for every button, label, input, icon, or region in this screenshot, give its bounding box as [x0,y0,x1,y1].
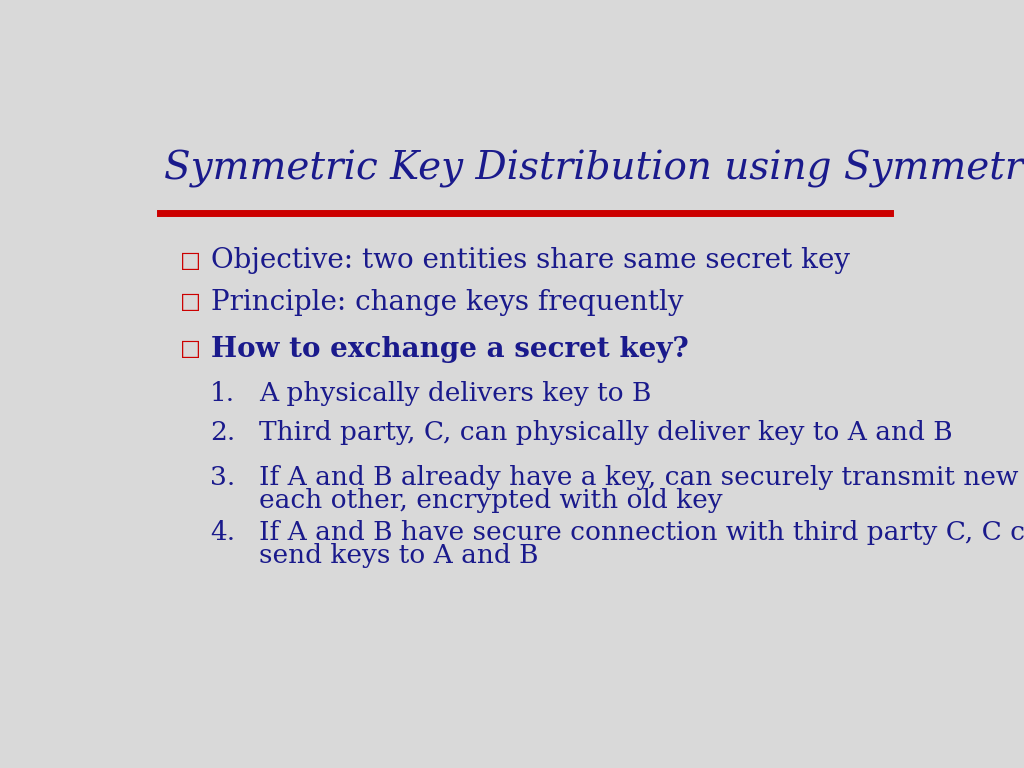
Text: □: □ [179,292,201,312]
Text: A physically delivers key to B: A physically delivers key to B [259,381,651,406]
Text: □: □ [179,339,201,359]
Text: How to exchange a secret key?: How to exchange a secret key? [211,336,689,363]
Text: each other, encrypted with old key: each other, encrypted with old key [259,488,723,513]
Text: □: □ [179,250,201,270]
Text: If A and B already have a key, can securely transmit new key to: If A and B already have a key, can secur… [259,465,1024,490]
Text: Objective: two entities share same secret key: Objective: two entities share same secre… [211,247,850,274]
Text: 4.: 4. [210,520,236,545]
Text: send keys to A and B: send keys to A and B [259,543,539,568]
Text: If A and B have secure connection with third party C, C can securely: If A and B have secure connection with t… [259,520,1024,545]
Text: Symmetric Key Distribution using Symmetric Encryption: Symmetric Key Distribution using Symmetr… [164,150,1024,188]
Text: Principle: change keys frequently: Principle: change keys frequently [211,289,684,316]
Text: 1.: 1. [210,381,236,406]
Text: Third party, C, can physically deliver key to A and B: Third party, C, can physically deliver k… [259,419,952,445]
Text: 3.: 3. [210,465,236,490]
Text: 2.: 2. [210,419,236,445]
